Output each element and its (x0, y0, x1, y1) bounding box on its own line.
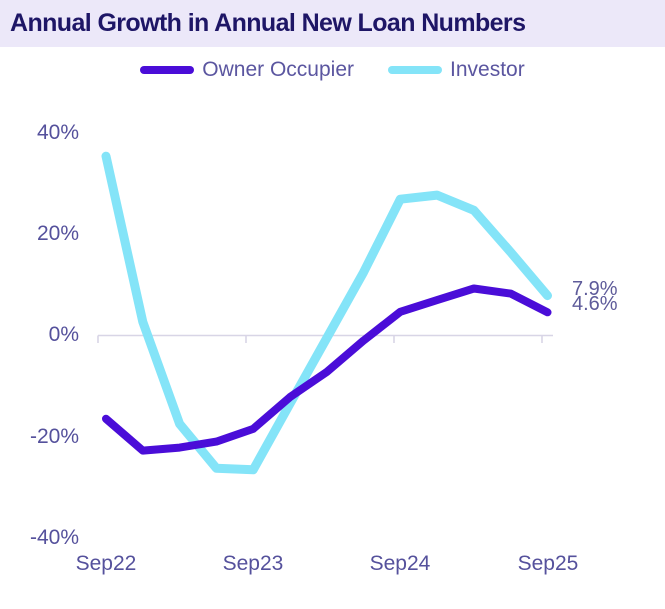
owner-occupier-line-swatch-icon (140, 66, 195, 74)
end-value-label-owner-occupier: 4.6% (572, 293, 618, 315)
y-axis-label-neg40: -40% (29, 526, 79, 549)
y-axis-label-40: 40% (36, 121, 79, 144)
legend-label-investor: Investor (450, 58, 525, 81)
investor-line (101, 151, 552, 475)
y-axis-label-0: 0% (48, 323, 79, 346)
x-axis-label-sep22: Sep22 (75, 552, 137, 575)
x-axis-label-sep25: Sep25 (517, 552, 579, 575)
legend-label-owner-occupier: Owner Occupier (202, 58, 354, 81)
y-axis-label-neg20: -20% (29, 425, 79, 448)
page-title: Annual Growth in Annual New Loan Numbers (10, 9, 526, 37)
x-axis-label-sep23: Sep23 (222, 552, 284, 575)
y-axis-label-20: 20% (36, 222, 79, 245)
end-value-label-investor: 7.9% (572, 278, 618, 300)
owner-occupier-line (102, 284, 552, 455)
x-axis-label-sep24: Sep24 (369, 552, 431, 575)
title-bar: Annual Growth in Annual New Loan Numbers (0, 0, 665, 47)
legend-item-investor[interactable]: Investor (388, 58, 525, 82)
legend-item-owner-occupier[interactable]: Owner Occupier (140, 58, 354, 82)
investor-line-swatch-icon (388, 66, 442, 74)
chart-legend: Owner Occupier Investor (0, 57, 665, 83)
